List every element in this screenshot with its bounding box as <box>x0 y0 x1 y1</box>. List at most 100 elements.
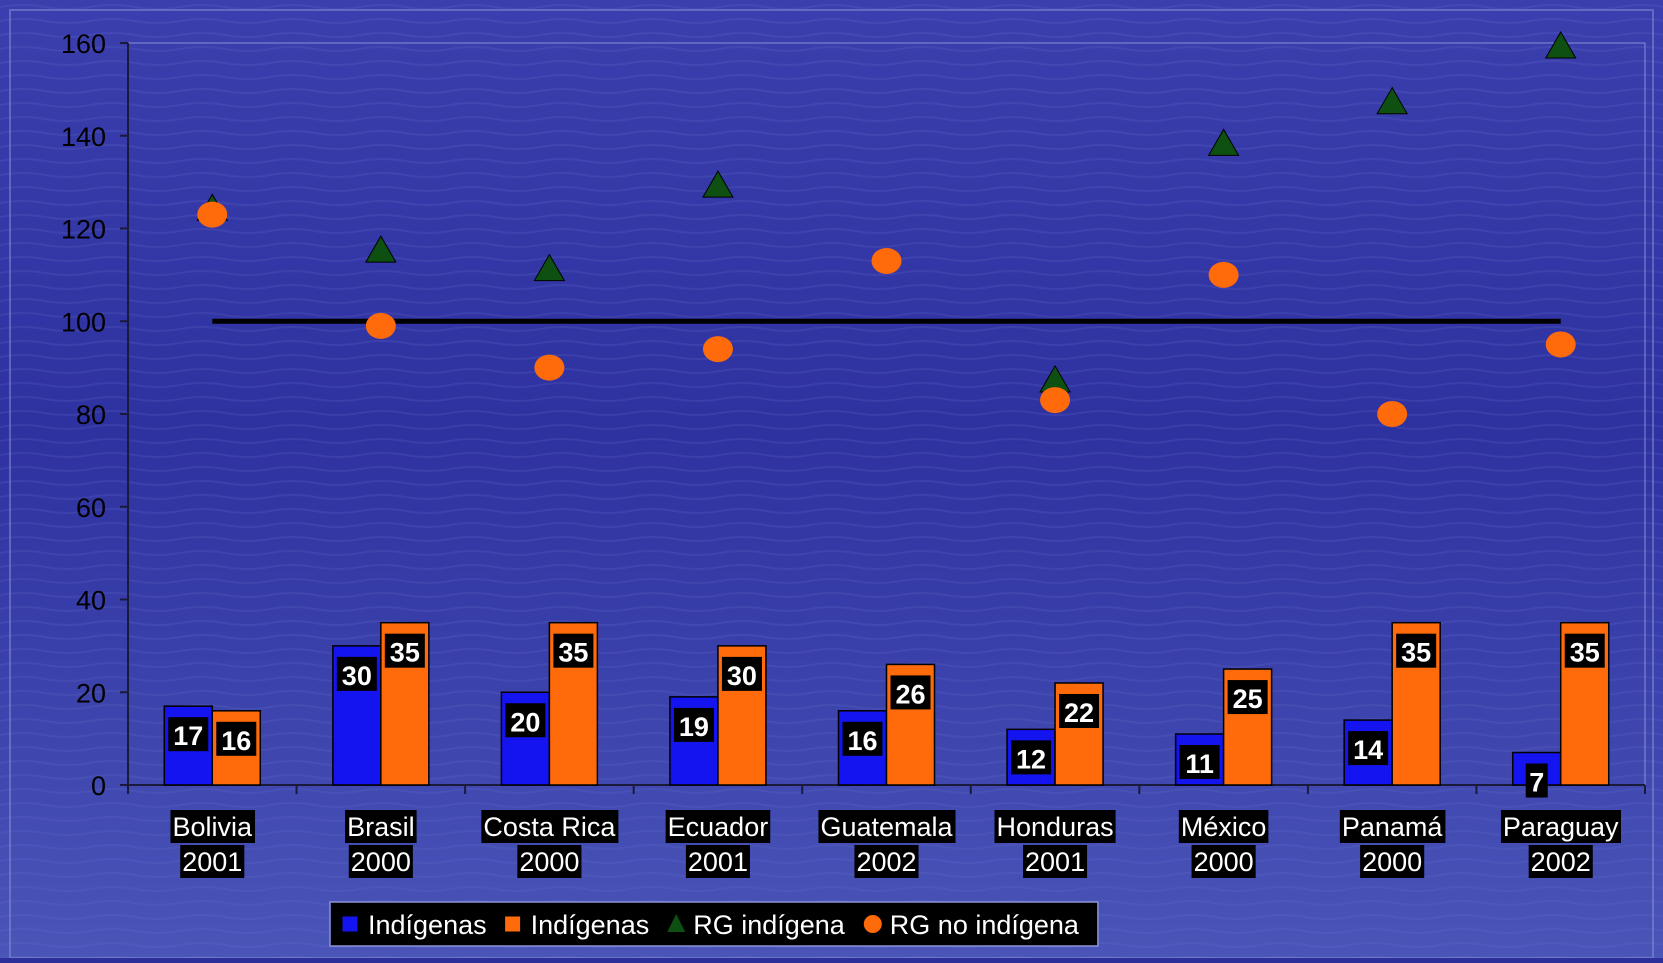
data-label-box <box>1059 693 1100 728</box>
data-label: 17 <box>173 721 203 751</box>
y-tick-label: 20 <box>76 678 106 708</box>
y-tick-label: 80 <box>76 400 106 430</box>
x-tick-label-box <box>348 845 413 878</box>
data-label: 35 <box>558 638 588 668</box>
data-label-box <box>1564 633 1605 668</box>
y-tick-label: 100 <box>61 307 106 337</box>
circle-marker <box>1208 261 1239 288</box>
data-label-box <box>1227 680 1268 715</box>
y-tick-label: 120 <box>61 215 106 245</box>
x-tick-label: Paraguay <box>1503 812 1619 842</box>
x-tick-label-box <box>517 845 582 878</box>
x-tick-label: 2000 <box>1362 847 1422 877</box>
x-tick-label: 2002 <box>856 847 916 877</box>
x-tick-label: Bolivia <box>173 812 254 842</box>
data-label: 22 <box>1064 698 1094 728</box>
x-tick-label-box <box>1500 810 1622 843</box>
x-tick-label-box <box>1339 810 1446 843</box>
data-label: 30 <box>727 661 757 691</box>
x-tick-label: 2001 <box>688 847 748 877</box>
circle-marker <box>365 312 396 339</box>
data-label: 35 <box>390 638 420 668</box>
data-label: 19 <box>679 712 709 742</box>
x-tick-label: 2001 <box>1025 847 1085 877</box>
x-tick-label: México <box>1181 812 1267 842</box>
legend-swatch <box>667 914 686 932</box>
data-label-box <box>553 633 594 668</box>
x-tick-label: 2000 <box>351 847 411 877</box>
x-tick-label-box <box>345 810 417 843</box>
data-label-box <box>890 675 931 710</box>
triangle-marker <box>1207 128 1240 156</box>
data-label: 20 <box>510 707 540 737</box>
x-tick-label: Brasil <box>347 812 415 842</box>
data-label: 25 <box>1233 684 1263 714</box>
data-label-box <box>721 656 762 691</box>
y-tick-label: 0 <box>91 771 106 801</box>
x-tick-label-box <box>1191 845 1256 878</box>
circle-marker <box>1545 331 1576 358</box>
x-tick-label-box <box>1023 845 1088 878</box>
x-tick-label: 2000 <box>519 847 579 877</box>
legend-swatch <box>863 915 882 933</box>
circle-marker <box>197 201 228 228</box>
triangle-marker <box>533 253 566 282</box>
data-label-box <box>842 721 883 756</box>
x-tick-label: Panamá <box>1342 812 1444 842</box>
triangle-marker <box>1376 86 1409 115</box>
x-tick-label-box <box>994 810 1116 843</box>
legend-label: RG no indígena <box>890 910 1080 940</box>
x-tick-label-box <box>1178 810 1269 843</box>
data-label: 35 <box>1401 638 1431 668</box>
legend-swatch <box>504 915 522 933</box>
circle-marker <box>1040 387 1071 414</box>
triangle-marker <box>702 170 734 198</box>
triangle-marker <box>1544 31 1577 59</box>
data-label-box <box>1179 744 1220 779</box>
x-tick-label: 2000 <box>1194 847 1254 877</box>
legend-label: RG indígena <box>693 910 846 940</box>
data-label-box <box>1525 763 1548 798</box>
data-label: 30 <box>342 661 372 691</box>
data-label-box <box>1011 740 1052 775</box>
legend-label: Indígenas <box>531 910 650 940</box>
data-label: 16 <box>221 726 251 756</box>
data-label: 11 <box>1185 749 1214 779</box>
data-label-box <box>673 707 714 742</box>
data-label: 35 <box>1570 638 1600 668</box>
data-label-box <box>168 717 209 752</box>
x-tick-label: Honduras <box>997 812 1114 842</box>
legend: Indígenas Indígenas RG indígena RG no indíg… <box>329 901 1099 947</box>
circle-marker <box>871 247 902 274</box>
x-tick-label-box <box>481 810 619 843</box>
data-label: 16 <box>847 726 877 756</box>
data-label: 7 <box>1529 768 1544 798</box>
legend-frame <box>329 901 1099 947</box>
x-tick-label-box <box>1360 845 1425 878</box>
data-label-box <box>1396 633 1437 668</box>
data-label-box <box>216 721 257 756</box>
triangle-marker <box>364 235 397 263</box>
x-tick-label-box <box>170 810 256 843</box>
x-tick-label: Ecuador <box>668 812 769 842</box>
data-label: 12 <box>1016 744 1046 774</box>
circle-marker <box>702 336 733 363</box>
data-label-box <box>336 656 377 691</box>
legend-swatch <box>341 915 359 933</box>
circle-marker <box>1377 401 1408 427</box>
x-tick-label: Costa Rica <box>483 812 616 842</box>
x-tick-label: 2001 <box>182 847 242 877</box>
y-tick-label: 160 <box>61 29 106 59</box>
x-tick-label-box <box>665 810 771 843</box>
y-tick-label: 140 <box>61 122 106 152</box>
data-label: 26 <box>895 679 925 709</box>
x-tick-label-box <box>1528 845 1593 878</box>
x-tick-label: Guatemala <box>820 812 953 842</box>
x-tick-label-box <box>854 845 919 878</box>
legend-label: Indígenas <box>368 910 487 940</box>
x-tick-label-box <box>180 845 245 878</box>
y-tick-label: 40 <box>76 586 106 616</box>
data-label-box <box>384 633 425 668</box>
data-label-box <box>505 703 546 738</box>
circle-marker <box>534 354 565 381</box>
